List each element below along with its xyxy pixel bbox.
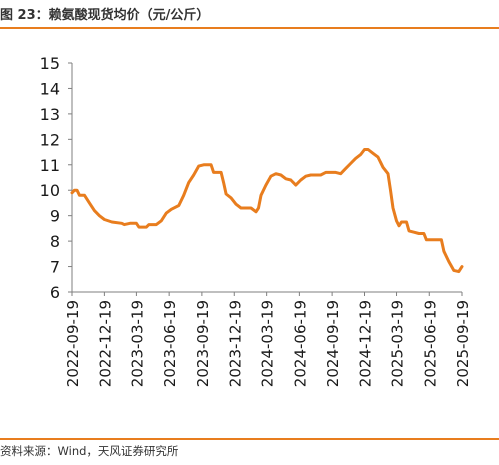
x-tick-label: 2024-03-19 <box>259 300 277 387</box>
x-tick-label: 2025-03-19 <box>389 300 407 387</box>
y-tick-label: 13 <box>40 105 60 124</box>
x-tick-label: 2024-12-19 <box>357 300 375 387</box>
source-divider <box>0 438 499 440</box>
x-tick-label: 2024-09-19 <box>324 300 342 387</box>
source-note: 资料来源：Wind，天风证券研究所 <box>0 444 179 458</box>
x-tick-label: 2025-09-19 <box>454 300 472 387</box>
y-tick-label: 9 <box>50 207 60 226</box>
x-tick-label: 2022-12-19 <box>96 300 114 387</box>
y-tick-label: 8 <box>50 232 60 251</box>
series-line-lysine-price <box>70 148 464 274</box>
x-tick-label: 2023-09-19 <box>194 300 212 387</box>
title-underline <box>0 27 499 29</box>
chart-axes <box>71 63 462 293</box>
x-tick-label: 2024-06-19 <box>291 300 309 387</box>
y-tick-label: 7 <box>50 258 60 277</box>
figure-title: 图 23：赖氨酸现货均价（元/公斤） <box>0 8 210 23</box>
x-tick-label: 2023-12-19 <box>226 300 244 387</box>
x-axis-ticks: 2022-09-19 2022-12-19 2023-03-19 2023-06-19… <box>64 292 472 387</box>
x-tick-label: 2023-03-19 <box>128 300 146 387</box>
x-tick-label: 2025-06-19 <box>421 300 439 387</box>
x-tick-label: 2023-06-19 <box>161 300 179 387</box>
series-layer <box>70 148 464 274</box>
y-tick-label: 14 <box>40 79 60 98</box>
x-tick-label: 2022-09-19 <box>64 300 82 387</box>
y-tick-label: 6 <box>50 283 60 302</box>
y-axis-ticks: 6 7 8 9 10 11 12 13 14 15 <box>40 54 72 302</box>
y-tick-label: 10 <box>40 181 60 200</box>
y-tick-label: 12 <box>40 130 60 149</box>
y-tick-label: 11 <box>40 156 60 175</box>
y-tick-label: 15 <box>40 54 60 73</box>
